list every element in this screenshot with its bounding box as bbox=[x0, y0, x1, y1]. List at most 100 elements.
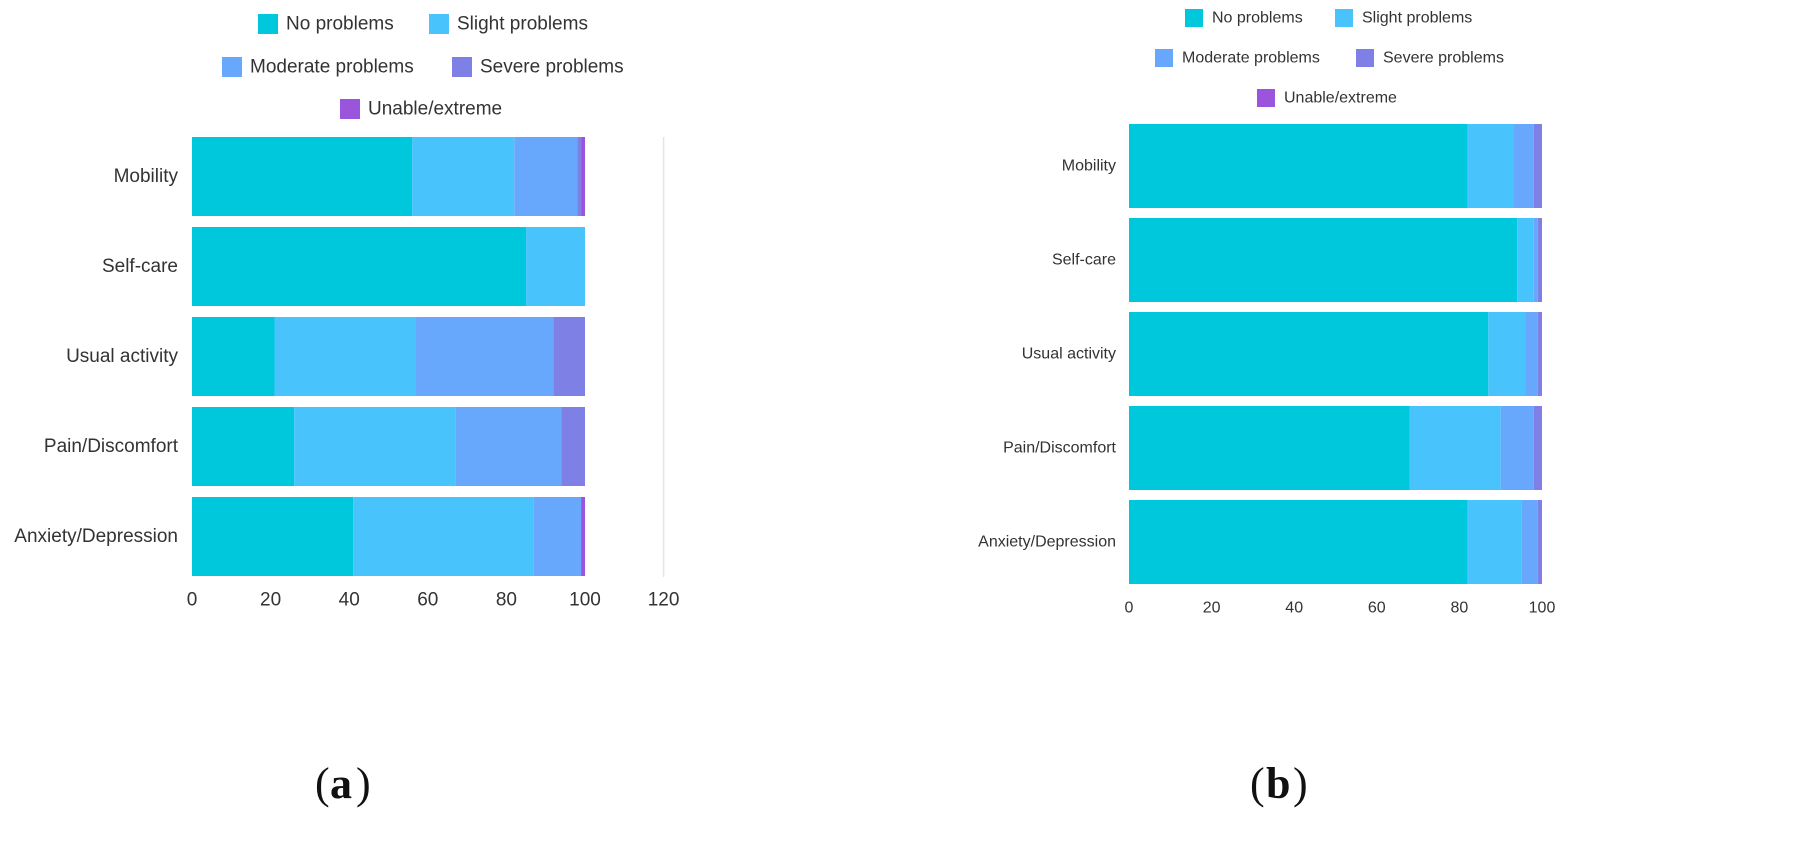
legend-label-unable-extreme: Unable/extreme bbox=[1284, 90, 1397, 107]
legend-label-no-problems: No problems bbox=[1212, 10, 1303, 27]
bar-b-pain-discomfort-severe-problems bbox=[1533, 406, 1542, 490]
legend-item-unable-extreme: Unable/extreme bbox=[340, 99, 502, 120]
bar-b-pain-discomfort-moderate-problems bbox=[1500, 406, 1534, 490]
bar-b-mobility-moderate-problems bbox=[1513, 124, 1534, 208]
legend-label-severe-problems: Severe problems bbox=[480, 57, 624, 78]
category-label-b-mobility: Mobility bbox=[1062, 158, 1116, 175]
category-label-b-usual-activity: Usual activity bbox=[1022, 346, 1116, 363]
legend-item-severe-problems: Severe problems bbox=[1356, 49, 1504, 67]
x-tick-label-b-80: 80 bbox=[1451, 600, 1469, 617]
bar-a-usual-activity-no-problems bbox=[192, 317, 275, 396]
x-tick-label-a-40: 40 bbox=[339, 590, 360, 611]
x-tick-label-b-100: 100 bbox=[1529, 600, 1556, 617]
legend-item-moderate-problems: Moderate problems bbox=[222, 57, 414, 78]
bar-b-self-care-no-problems bbox=[1129, 218, 1518, 302]
x-tick-label-b-60: 60 bbox=[1368, 600, 1386, 617]
x-tick-label-b-0: 0 bbox=[1125, 600, 1134, 617]
x-tick-label-a-20: 20 bbox=[260, 590, 281, 611]
legend-item-slight-problems: Slight problems bbox=[429, 14, 588, 35]
bar-a-mobility-severe-problems bbox=[577, 137, 582, 216]
category-label-a-mobility: Mobility bbox=[114, 166, 179, 187]
legend-swatch-slight-problems bbox=[1335, 9, 1353, 27]
bar-a-pain-discomfort-severe-problems bbox=[561, 407, 585, 486]
legend-item-unable-extreme: Unable/extreme bbox=[1257, 89, 1397, 107]
legend-item-no-problems: No problems bbox=[1185, 9, 1303, 27]
bar-b-self-care-slight-problems bbox=[1517, 218, 1534, 302]
bar-a-usual-activity-slight-problems bbox=[274, 317, 417, 396]
svg-text:(: ( bbox=[315, 759, 330, 808]
svg-text:): ) bbox=[1293, 759, 1308, 808]
bar-a-self-care-slight-problems bbox=[526, 227, 585, 306]
legend-swatch-unable-extreme bbox=[1257, 89, 1275, 107]
bar-a-anxiety-depression-unable-extreme bbox=[581, 497, 585, 576]
legend-label-severe-problems: Severe problems bbox=[1383, 50, 1504, 67]
bar-b-pain-discomfort-slight-problems bbox=[1409, 406, 1501, 490]
legend-item-moderate-problems: Moderate problems bbox=[1155, 49, 1320, 67]
bar-a-usual-activity-moderate-problems bbox=[416, 317, 554, 396]
legend-swatch-moderate-problems bbox=[222, 57, 242, 77]
chart-panel-a: No problems Slight problems Moderate probl… bbox=[14, 14, 679, 611]
legend-swatch-unable-extreme bbox=[340, 99, 360, 119]
x-tick-label-a-0: 0 bbox=[187, 590, 198, 611]
x-tick-label-a-120: 120 bbox=[648, 590, 680, 611]
panel-label-a-letter: a bbox=[330, 759, 352, 808]
bar-b-pain-discomfort-no-problems bbox=[1129, 406, 1410, 490]
x-tick-label-a-80: 80 bbox=[496, 590, 517, 611]
legend-label-moderate-problems: Moderate problems bbox=[1182, 50, 1320, 67]
bar-b-anxiety-depression-severe-problems bbox=[1537, 500, 1542, 584]
svg-text:(: ( bbox=[1250, 759, 1265, 808]
bar-b-anxiety-depression-no-problems bbox=[1129, 500, 1468, 584]
legend-item-severe-problems: Severe problems bbox=[452, 57, 624, 78]
category-label-b-pain-discomfort: Pain/Discomfort bbox=[1003, 440, 1116, 457]
legend-label-slight-problems: Slight problems bbox=[457, 14, 588, 35]
bar-a-mobility-no-problems bbox=[192, 137, 413, 216]
bar-a-usual-activity-severe-problems bbox=[553, 317, 585, 396]
bar-a-pain-discomfort-no-problems bbox=[192, 407, 295, 486]
category-label-a-self-care: Self-care bbox=[102, 256, 178, 277]
bar-a-anxiety-depression-no-problems bbox=[192, 497, 354, 576]
legend-swatch-moderate-problems bbox=[1155, 49, 1173, 67]
x-tick-label-a-60: 60 bbox=[417, 590, 438, 611]
legend-label-unable-extreme: Unable/extreme bbox=[368, 99, 502, 120]
category-label-a-usual-activity: Usual activity bbox=[66, 346, 178, 367]
bar-b-usual-activity-no-problems bbox=[1129, 312, 1489, 396]
legend-label-no-problems: No problems bbox=[286, 14, 394, 35]
bar-b-anxiety-depression-slight-problems bbox=[1467, 500, 1522, 584]
x-tick-label-b-20: 20 bbox=[1203, 600, 1221, 617]
bar-a-mobility-unable-extreme bbox=[581, 137, 585, 216]
category-label-a-pain-discomfort: Pain/Discomfort bbox=[44, 436, 179, 457]
bar-a-anxiety-depression-slight-problems bbox=[353, 497, 534, 576]
bar-b-anxiety-depression-moderate-problems bbox=[1521, 500, 1538, 584]
x-tick-label-b-40: 40 bbox=[1285, 600, 1303, 617]
legend-swatch-slight-problems bbox=[429, 14, 449, 34]
legend-label-slight-problems: Slight problems bbox=[1362, 10, 1472, 27]
x-tick-label-a-100: 100 bbox=[569, 590, 601, 611]
bar-b-mobility-slight-problems bbox=[1467, 124, 1514, 208]
bar-a-mobility-slight-problems bbox=[412, 137, 515, 216]
panel-label-b-letter: b bbox=[1266, 759, 1290, 808]
bar-a-anxiety-depression-moderate-problems bbox=[533, 497, 582, 576]
bar-a-pain-discomfort-slight-problems bbox=[294, 407, 456, 486]
svg-text:): ) bbox=[356, 759, 371, 808]
chart-panel-b: No problems Slight problems Moderate probl… bbox=[978, 9, 1555, 617]
panel-label-b: ( b ) bbox=[1250, 759, 1308, 808]
category-label-b-self-care: Self-care bbox=[1052, 252, 1116, 269]
category-label-a-anxiety-depression: Anxiety/Depression bbox=[14, 526, 178, 547]
legend-swatch-severe-problems bbox=[452, 57, 472, 77]
bar-b-mobility-no-problems bbox=[1129, 124, 1468, 208]
bar-b-usual-activity-slight-problems bbox=[1488, 312, 1526, 396]
bar-b-mobility-severe-problems bbox=[1533, 124, 1542, 208]
legend-label-moderate-problems: Moderate problems bbox=[250, 57, 414, 78]
legend-swatch-severe-problems bbox=[1356, 49, 1374, 67]
panel-label-a: ( a ) bbox=[315, 759, 371, 808]
bar-a-mobility-moderate-problems bbox=[514, 137, 578, 216]
bar-a-self-care-no-problems bbox=[192, 227, 527, 306]
legend-swatch-no-problems bbox=[1185, 9, 1203, 27]
bar-b-self-care-moderate-problems bbox=[1533, 218, 1538, 302]
bar-b-usual-activity-moderate-problems bbox=[1525, 312, 1538, 396]
category-label-b-anxiety-depression: Anxiety/Depression bbox=[978, 534, 1116, 551]
legend-item-slight-problems: Slight problems bbox=[1335, 9, 1472, 27]
bar-b-self-care-severe-problems bbox=[1537, 218, 1542, 302]
legend-item-no-problems: No problems bbox=[258, 14, 394, 35]
